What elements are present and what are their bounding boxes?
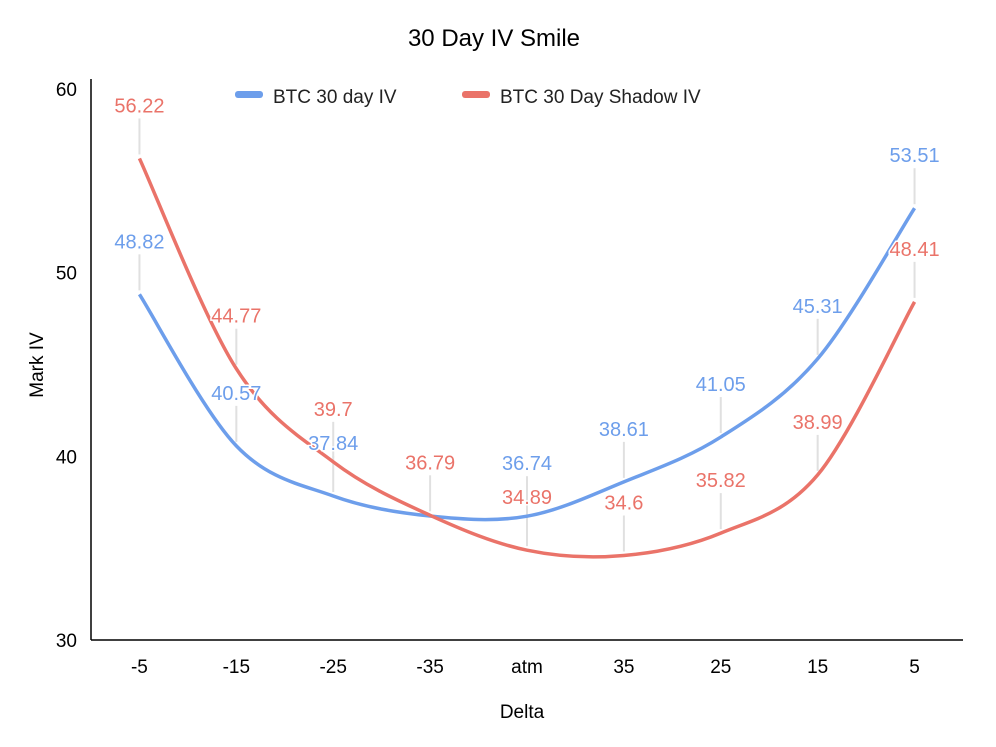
- legend-swatch: [235, 91, 263, 98]
- data-label: 41.05: [696, 374, 746, 396]
- y-axis-label: Mark IV: [27, 332, 48, 398]
- x-tick-label: -25: [319, 657, 346, 678]
- x-tick-label: -35: [416, 657, 443, 678]
- data-label: 56.22: [114, 95, 164, 117]
- data-label: 44.77: [211, 306, 261, 328]
- data-label: 36.79: [405, 452, 455, 474]
- x-tick-label: -15: [223, 657, 250, 678]
- data-label: 38.99: [793, 412, 843, 434]
- x-axis-label: Delta: [500, 702, 545, 723]
- data-label: 48.41: [890, 239, 940, 261]
- data-label: 34.89: [502, 487, 552, 509]
- data-label: 53.51: [890, 145, 940, 167]
- data-label: 40.57: [211, 383, 261, 405]
- x-tick-label: -5: [131, 657, 148, 678]
- data-label: 35.82: [696, 470, 746, 492]
- x-tick-label: 35: [613, 657, 634, 678]
- data-label: 48.82: [114, 231, 164, 253]
- y-tick-label: 60: [56, 80, 77, 101]
- data-label: 38.61: [599, 419, 649, 441]
- y-tick-label: 30: [56, 631, 77, 652]
- data-label: 45.31: [793, 296, 843, 318]
- data-label: 39.7: [314, 399, 353, 421]
- data-label: 37.84: [308, 433, 358, 455]
- chart-title: 30 Day IV Smile: [408, 25, 580, 52]
- x-tick-label: 5: [909, 657, 920, 678]
- legend-swatch: [462, 91, 490, 98]
- x-tick-label: 25: [710, 657, 731, 678]
- legend-label: BTC 30 Day Shadow IV: [500, 87, 701, 108]
- y-tick-label: 40: [56, 447, 77, 468]
- legend-label: BTC 30 day IV: [273, 87, 397, 108]
- x-tick-label: atm: [511, 657, 543, 678]
- data-label: 34.6: [604, 493, 643, 515]
- x-tick-label: 15: [807, 657, 828, 678]
- data-label: 36.74: [502, 453, 552, 475]
- y-tick-label: 50: [56, 264, 77, 285]
